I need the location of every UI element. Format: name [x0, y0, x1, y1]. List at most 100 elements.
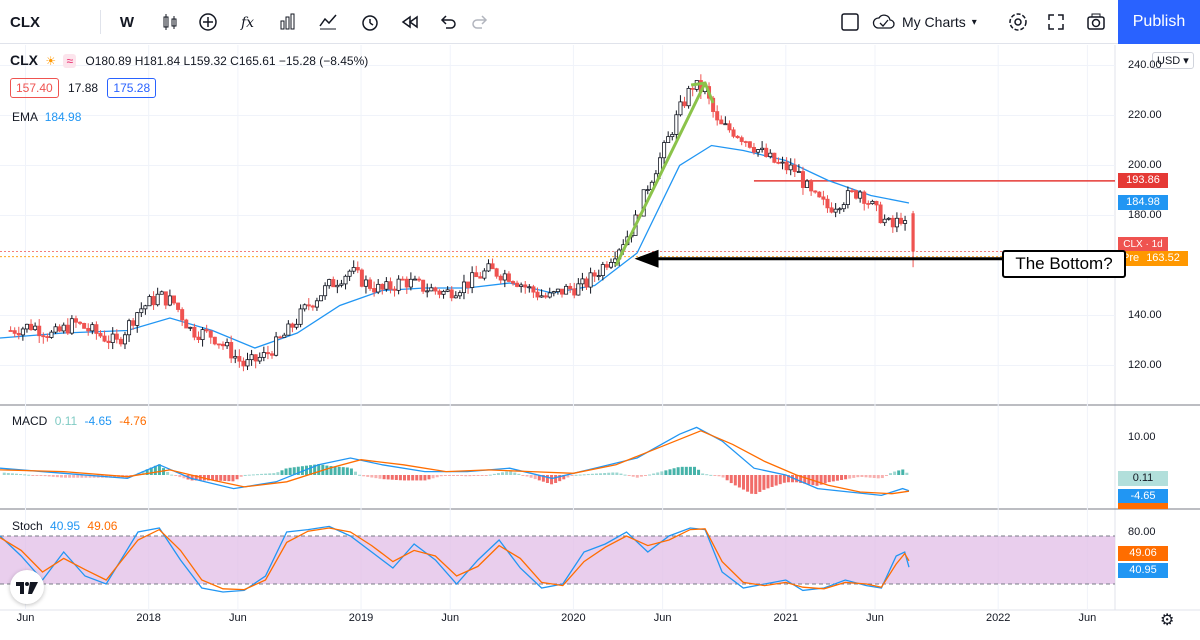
macd-hist-bar: [550, 475, 554, 485]
candle-body: [106, 340, 111, 343]
fx-icon[interactable]: fx: [234, 0, 262, 44]
trend-arrow[interactable]: [614, 81, 715, 267]
replay-icon[interactable]: [396, 0, 424, 44]
candle-body: [854, 190, 859, 199]
redo-icon[interactable]: [466, 0, 494, 44]
settings-icon[interactable]: [1004, 0, 1032, 44]
macd-hist-bar: [492, 473, 496, 475]
macd-hist-bar: [296, 466, 300, 475]
candle-body: [592, 272, 597, 277]
templates-icon[interactable]: [314, 0, 342, 44]
macd-hist-bar: [558, 475, 562, 482]
main-legend: CLX ☀ ≈ O180.89 H181.84 L159.32 C165.61 …: [10, 52, 368, 68]
candle-body: [478, 276, 483, 279]
candle-body: [670, 134, 675, 138]
macd-hist-bar: [835, 475, 839, 481]
macd-hist-bar: [108, 475, 112, 478]
macd-hist-bar: [309, 465, 313, 475]
bottom-arrow-head: [634, 249, 659, 268]
tradingview-logo[interactable]: [10, 570, 44, 604]
macd-hist-bar: [786, 475, 790, 483]
macd-legend[interactable]: MACD 0.11 -4.65 -4.76: [12, 414, 147, 428]
candle-body: [784, 161, 789, 171]
bar-chart-icon[interactable]: [274, 0, 302, 44]
my-charts-button[interactable]: My Charts ▾: [872, 8, 996, 36]
candle-body: [274, 336, 279, 356]
candle-body: [171, 295, 176, 304]
camera-icon[interactable]: [1082, 0, 1110, 44]
bottom-arrow[interactable]: [634, 249, 1002, 268]
layout-icon[interactable]: [836, 0, 864, 44]
macd-hist-bar: [276, 472, 280, 475]
macd-hist-bar: [382, 475, 386, 480]
macd-hist-bar: [848, 475, 852, 479]
macd-hist-bar: [431, 475, 435, 479]
candle-body: [114, 333, 119, 340]
candle-body: [45, 336, 50, 338]
candle-body: [372, 288, 377, 293]
candle-body: [110, 333, 115, 343]
candle-body: [809, 180, 814, 192]
macd-hist-bar: [247, 474, 251, 476]
candle-body: [760, 147, 765, 150]
macd-hist-bar: [19, 474, 23, 476]
publish-button[interactable]: Publish: [1118, 0, 1200, 44]
macd-hist-bar: [439, 475, 443, 477]
fullscreen-icon[interactable]: [1042, 0, 1070, 44]
macd-hist-bar: [570, 475, 574, 476]
candle-body: [796, 171, 801, 173]
candle-body: [878, 204, 883, 224]
candle-body: [731, 129, 736, 137]
candle-body: [751, 146, 756, 153]
candle-body: [408, 278, 413, 288]
time-axis-tick: Jun: [1078, 612, 1097, 624]
resistance-price-tag: 193.86: [1118, 172, 1168, 188]
candle-body: [257, 356, 262, 362]
premarket-value: 163.52: [1146, 251, 1180, 264]
add-icon[interactable]: [194, 0, 222, 44]
candle-body: [61, 324, 66, 332]
legend-symbol[interactable]: CLX: [10, 52, 38, 68]
settings-icon[interactable]: ⚙: [1160, 612, 1175, 629]
ask-price[interactable]: 175.28: [107, 78, 157, 98]
macd-hist-bar: [47, 475, 51, 477]
macd-hist-bar: [443, 475, 447, 476]
candle-body: [466, 281, 471, 288]
bottom-annotation[interactable]: The Bottom?: [1002, 250, 1126, 278]
macd-hist-bar: [905, 472, 909, 475]
candle-body: [866, 203, 871, 205]
macd-hist-bar: [893, 471, 897, 475]
premarket-price-tag: Pre 163.52: [1118, 250, 1188, 266]
stoch-legend[interactable]: Stoch 40.95 49.06: [12, 519, 117, 533]
interval-button[interactable]: W: [119, 13, 135, 31]
macd-hist-bar: [255, 474, 259, 476]
undo-icon[interactable]: [434, 0, 462, 44]
macd-hist-bar: [795, 475, 799, 483]
macd-hist-bar: [476, 475, 480, 476]
candle-body: [674, 114, 679, 135]
alert-icon[interactable]: [356, 0, 384, 44]
macd-hist-bar: [243, 474, 247, 476]
symbol-search-button[interactable]: CLX: [10, 13, 40, 31]
macd-hist-bar: [737, 475, 741, 488]
candle-body: [400, 278, 405, 281]
macd-hist-bar: [631, 475, 635, 477]
currency-button[interactable]: USD ▾: [1152, 52, 1194, 69]
macd-hist-bar: [374, 475, 378, 479]
macd-hist-bar: [235, 475, 239, 480]
bid-ask-legend: 157.40 17.88 175.28: [10, 78, 157, 98]
time-axis-tick: 2021: [773, 612, 799, 624]
stoch-axis-tick: 80.00: [1128, 526, 1156, 538]
candle-body: [723, 123, 728, 126]
chart-canvas[interactable]: [0, 45, 1200, 640]
spread-value: 17.88: [68, 81, 99, 95]
candles-icon[interactable]: [156, 0, 184, 44]
ema-legend[interactable]: EMA 184.98: [12, 110, 81, 124]
candle-body: [286, 323, 291, 336]
macd-hist-bar: [599, 473, 603, 475]
candle-body: [135, 312, 140, 326]
macd-hist-bar: [190, 475, 194, 481]
bid-price[interactable]: 157.40: [10, 78, 59, 98]
candle-body: [131, 320, 136, 326]
price-axis-tick: 180.00: [1128, 208, 1162, 221]
